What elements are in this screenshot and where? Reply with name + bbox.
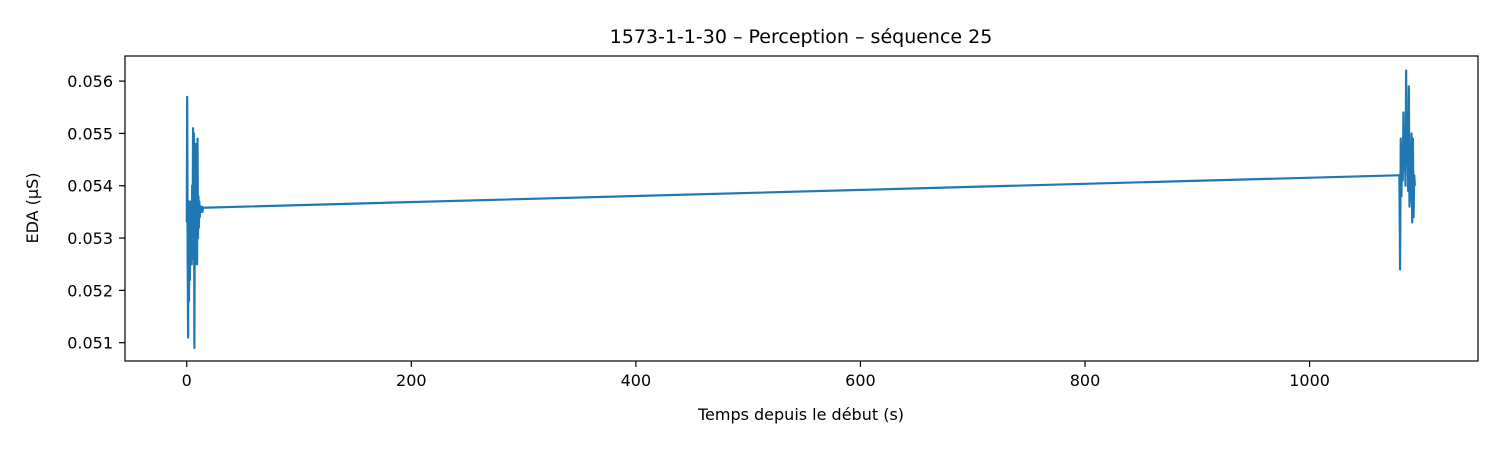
x-tick-label: 600 (845, 371, 876, 390)
y-tick-label: 0.054 (67, 177, 113, 196)
plot-layer (185, 69, 1416, 350)
ticks-layer: 0 200 400 600 800 1000 0.051 0.052 0.053 0.054 0.0… (67, 72, 1330, 390)
y-tick-label: 0.051 (67, 334, 113, 353)
x-tick-label: 200 (396, 371, 427, 390)
x-tick-label: 800 (1070, 371, 1101, 390)
x-tick-label: 1000 (1289, 371, 1330, 390)
x-tick-label: 400 (621, 371, 652, 390)
y-tick-label: 0.055 (67, 124, 113, 143)
y-axis-label: EDA (µS) (23, 173, 42, 244)
x-tick-label: 0 (182, 371, 192, 390)
series-line-0 (185, 69, 1416, 350)
chart-title: 1573-1-1-30 – Perception – séquence 25 (610, 26, 993, 48)
y-tick-label: 0.056 (67, 72, 113, 91)
y-tick-label: 0.053 (67, 229, 113, 248)
y-tick-label: 0.052 (67, 281, 113, 300)
x-axis-label: Temps depuis le début (s) (697, 405, 904, 424)
axes-frame (124, 55, 1479, 362)
